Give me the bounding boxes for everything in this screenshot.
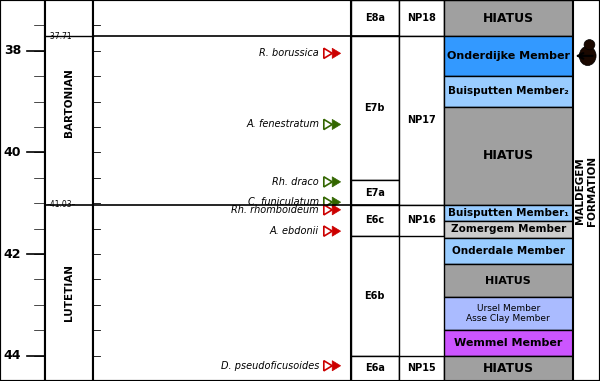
Text: –41.03–: –41.03– xyxy=(46,200,76,209)
Bar xyxy=(444,36,572,76)
Text: E7a: E7a xyxy=(365,187,385,197)
Text: Buisputten Member₁: Buisputten Member₁ xyxy=(448,208,569,218)
Polygon shape xyxy=(324,361,332,371)
Text: Ursel Member
Asse Clay Member: Ursel Member Asse Clay Member xyxy=(466,304,550,323)
Text: R. borussica: R. borussica xyxy=(259,48,319,58)
Bar xyxy=(444,0,572,36)
Polygon shape xyxy=(332,197,341,207)
Text: 38: 38 xyxy=(4,44,21,57)
Text: Wemmel Member: Wemmel Member xyxy=(454,338,562,348)
Text: Zomergem Member: Zomergem Member xyxy=(451,224,566,234)
Bar xyxy=(399,36,444,205)
Text: NP17: NP17 xyxy=(407,115,436,125)
Polygon shape xyxy=(324,119,332,130)
Bar xyxy=(399,0,444,36)
Text: MALDEGEM
FORMATION: MALDEGEM FORMATION xyxy=(575,155,597,226)
Polygon shape xyxy=(324,48,332,58)
Text: HIATUS: HIATUS xyxy=(482,11,534,24)
Text: E6a: E6a xyxy=(365,363,385,373)
Text: A. ebdonii: A. ebdonii xyxy=(270,226,319,236)
Bar xyxy=(444,107,572,205)
Text: NP15: NP15 xyxy=(407,363,436,373)
Text: Rh. draco: Rh. draco xyxy=(272,177,319,187)
Bar xyxy=(444,355,572,381)
Bar xyxy=(351,355,399,381)
Polygon shape xyxy=(332,119,341,130)
Text: 44: 44 xyxy=(4,349,22,362)
Polygon shape xyxy=(332,226,341,236)
Text: Onderdijke Member: Onderdijke Member xyxy=(447,51,570,61)
Text: BARTONIAN: BARTONIAN xyxy=(64,68,74,137)
Bar xyxy=(444,238,572,264)
Text: LUTETIAN: LUTETIAN xyxy=(64,264,74,321)
Text: E8a: E8a xyxy=(365,13,385,23)
Polygon shape xyxy=(332,177,341,187)
Text: E6b: E6b xyxy=(365,291,385,301)
Bar xyxy=(444,330,572,355)
Ellipse shape xyxy=(584,40,595,50)
Bar xyxy=(444,76,572,107)
Polygon shape xyxy=(332,48,341,58)
Bar xyxy=(351,36,399,180)
Text: Buisputten Member₂: Buisputten Member₂ xyxy=(448,86,569,96)
Polygon shape xyxy=(324,197,332,207)
Bar xyxy=(444,264,572,297)
Text: HIATUS: HIATUS xyxy=(482,149,534,162)
Bar xyxy=(572,0,599,381)
Text: NP18: NP18 xyxy=(407,13,436,23)
Text: E6c: E6c xyxy=(365,216,385,226)
Text: A. fenestratum: A. fenestratum xyxy=(246,120,319,130)
Text: –37.71–: –37.71– xyxy=(46,32,76,40)
Bar xyxy=(351,205,399,236)
Bar xyxy=(351,0,399,36)
Text: Rh. rhomboideum: Rh. rhomboideum xyxy=(232,205,319,215)
Text: 40: 40 xyxy=(4,146,22,159)
Text: C. funiculatum: C. funiculatum xyxy=(248,197,319,207)
Polygon shape xyxy=(324,226,332,236)
Bar xyxy=(444,221,572,238)
Text: NP16: NP16 xyxy=(407,216,436,226)
Bar xyxy=(444,205,572,221)
Bar xyxy=(351,180,399,205)
Bar xyxy=(93,0,351,381)
Ellipse shape xyxy=(579,46,596,66)
Polygon shape xyxy=(324,205,332,215)
Bar xyxy=(399,205,444,236)
Text: D. pseudoficusoides: D. pseudoficusoides xyxy=(221,361,319,371)
Bar xyxy=(399,355,444,381)
Bar xyxy=(0,0,45,381)
Bar xyxy=(45,0,93,381)
Text: 42: 42 xyxy=(4,248,22,261)
Text: Onderdale Member: Onderdale Member xyxy=(452,246,565,256)
Text: E7b: E7b xyxy=(365,103,385,113)
Polygon shape xyxy=(324,177,332,187)
Bar xyxy=(444,297,572,330)
Text: HIATUS: HIATUS xyxy=(482,362,534,375)
Bar xyxy=(351,236,399,355)
Polygon shape xyxy=(332,205,341,215)
Polygon shape xyxy=(332,361,341,371)
Text: HIATUS: HIATUS xyxy=(485,276,531,286)
